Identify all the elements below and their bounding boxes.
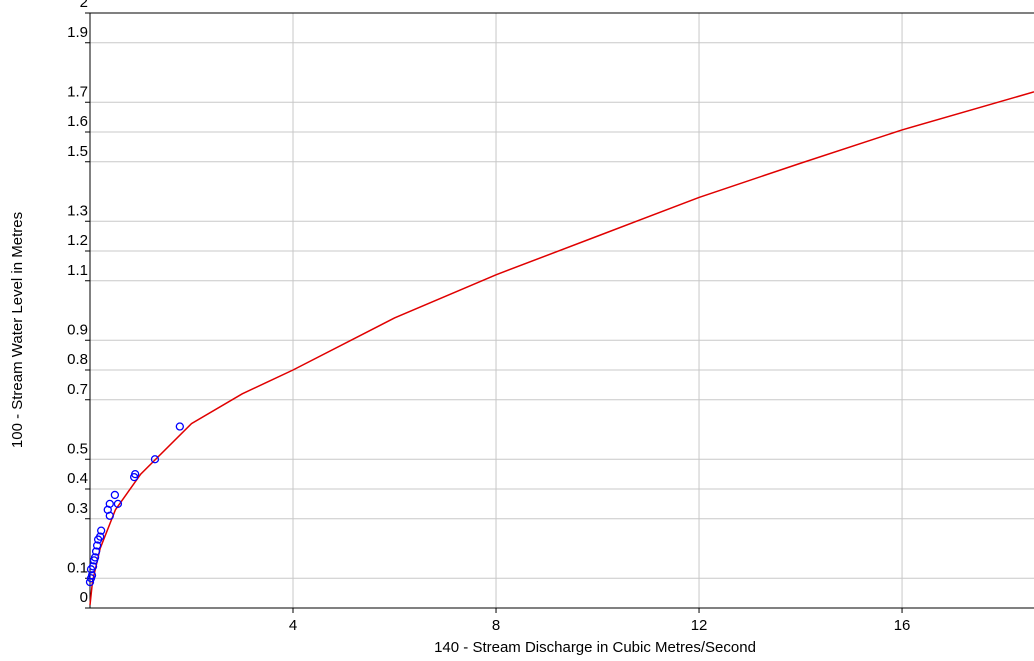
y-axis-label: 100 - Stream Water Level in Metres	[9, 212, 26, 448]
data-point	[150, 455, 160, 464]
data-point	[113, 499, 123, 509]
y-tick-label: 0	[80, 589, 88, 606]
y-tick-label: 0.8	[67, 351, 88, 368]
y-tick-label: 1.2	[67, 232, 88, 249]
data-point	[96, 532, 105, 541]
y-tick-label: 1.3	[67, 202, 88, 219]
y-tick-label: 0.5	[67, 440, 88, 457]
data-point	[131, 469, 140, 479]
y-tick-label: 0.1	[67, 559, 88, 576]
y-tick-label: 1.7	[67, 83, 88, 100]
y-tick-label: 0.4	[67, 470, 88, 487]
data-point	[175, 422, 184, 431]
data-point	[90, 553, 100, 562]
data-point	[92, 541, 102, 550]
data-point	[97, 526, 106, 535]
y-tick-label: 2	[80, 0, 88, 11]
data-point	[105, 511, 114, 520]
y-tick-label: 1.1	[67, 262, 88, 279]
data-point	[88, 562, 98, 571]
y-tick-label: 0.7	[67, 381, 88, 398]
y-tick-label: 1.5	[67, 143, 88, 160]
data-point	[91, 547, 101, 556]
x-axis-label: 140 - Stream Discharge in Cubic Metres/S…	[434, 639, 756, 656]
x-tick-label: 8	[492, 617, 500, 634]
data-point	[105, 499, 114, 509]
data-point	[87, 571, 97, 580]
x-tick-label: 4	[289, 617, 297, 634]
x-tick-label: 12	[691, 617, 708, 634]
rating-curve	[89, 91, 1034, 606]
y-tick-label: 1.6	[67, 113, 88, 130]
data-point	[110, 490, 120, 500]
x-tick-label: 16	[894, 617, 911, 634]
y-tick-label: 0.9	[67, 321, 88, 338]
y-tick-label: 0.3	[67, 500, 88, 517]
y-tick-label: 1.9	[67, 24, 88, 41]
